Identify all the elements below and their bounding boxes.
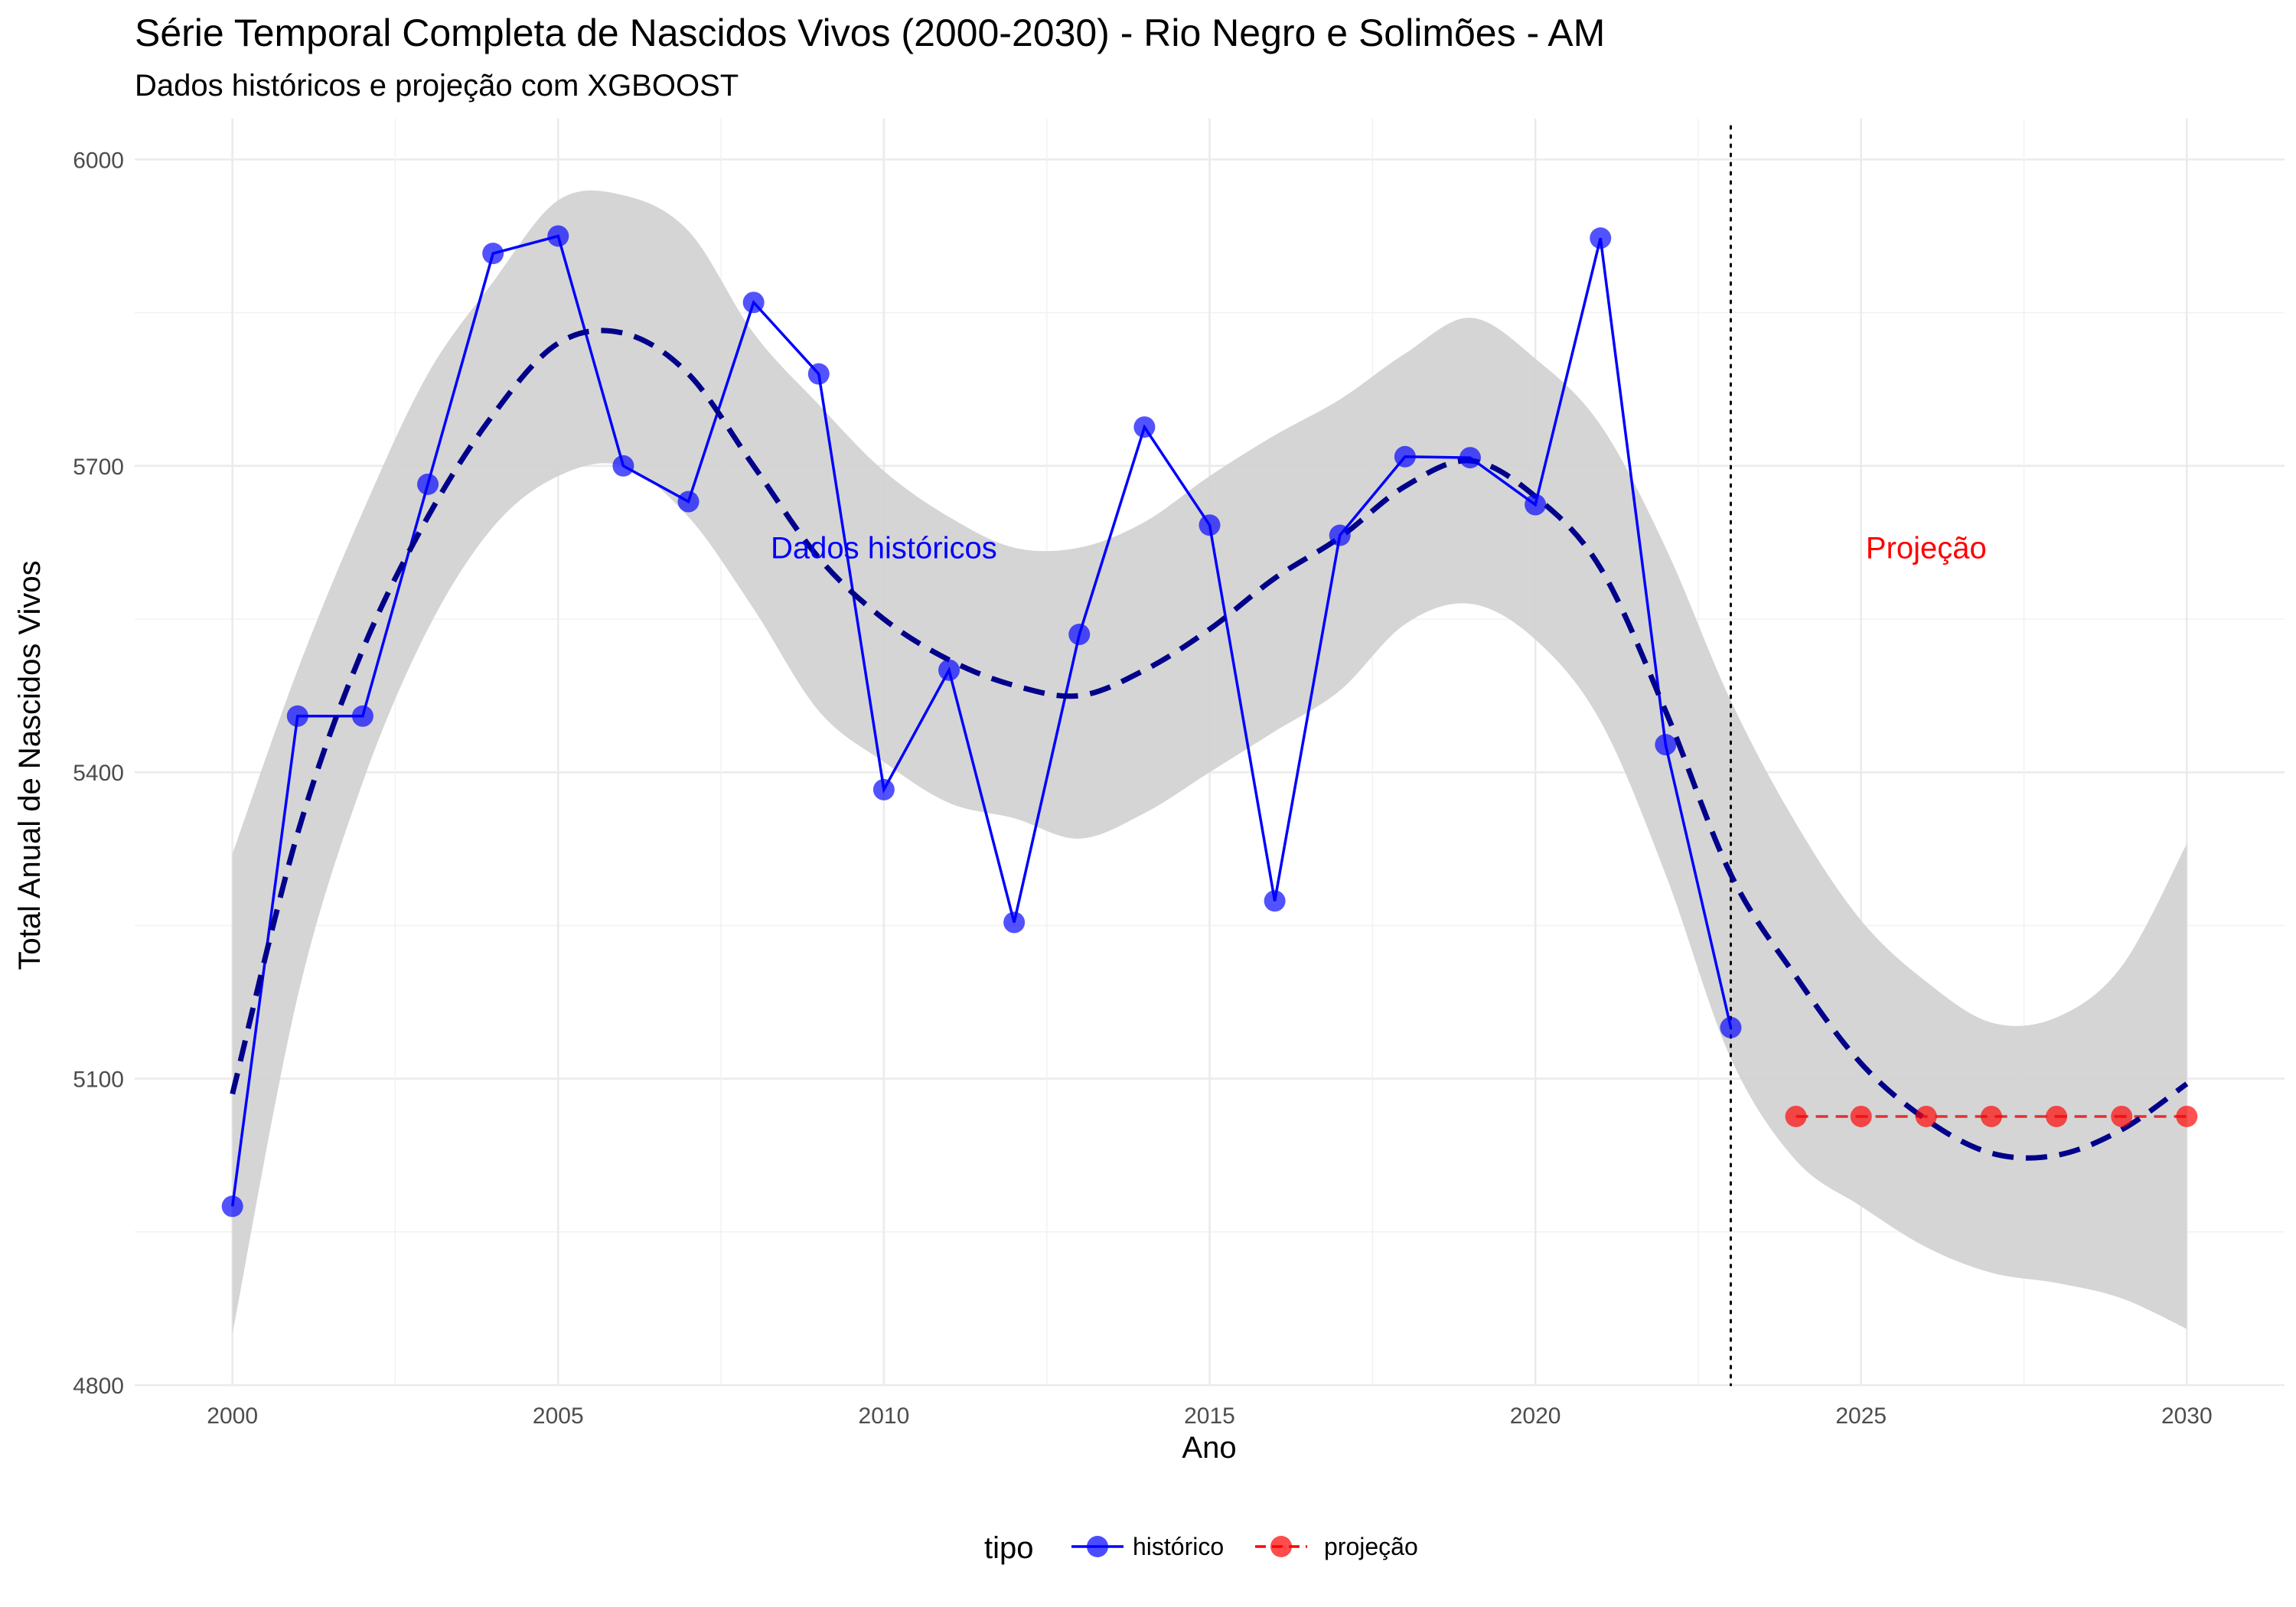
data-point-historico <box>1068 624 1091 646</box>
confidence-band <box>232 190 2187 1335</box>
chart-title: Série Temporal Completa de Nascidos Vivo… <box>135 11 1605 54</box>
data-point-historico <box>1655 734 1677 756</box>
legend-point-historico <box>1087 1536 1108 1557</box>
trend-line <box>230 328 2189 1161</box>
x-tick-label: 2000 <box>207 1403 258 1429</box>
x-tick-label: 2010 <box>859 1403 910 1429</box>
x-axis-ticks: 2000 2005 2010 2015 2020 2025 2030 <box>207 1403 2212 1429</box>
annotations: Dados históricos Projeção <box>771 532 1987 566</box>
y-tick-label: 4800 <box>73 1374 124 1399</box>
data-point-historico <box>482 243 504 265</box>
data-point-historico <box>221 1195 243 1217</box>
data-point-historico <box>872 778 895 800</box>
data-point-historico <box>1003 911 1026 934</box>
data-point-historico <box>351 705 373 727</box>
y-tick-label: 5100 <box>73 1068 124 1093</box>
y-axis-title: Total Anual de Nascidos Vivos <box>13 560 47 970</box>
data-point-projecao <box>1980 1105 2002 1127</box>
data-point-projecao <box>1850 1105 1872 1127</box>
legend: tipo histórico projeção <box>984 1531 1418 1565</box>
x-tick-label: 2005 <box>533 1403 584 1429</box>
legend-title: tipo <box>984 1531 1034 1565</box>
data-point-historico <box>1525 494 1547 516</box>
data-point-projecao <box>1915 1105 1937 1127</box>
legend-point-projecao <box>1270 1536 1292 1557</box>
x-tick-label: 2015 <box>1184 1403 1235 1429</box>
data-point-projecao <box>2176 1105 2198 1127</box>
data-point-historico <box>1133 416 1156 438</box>
x-tick-label: 2020 <box>1510 1403 1561 1429</box>
data-point-historico <box>547 225 569 247</box>
annotation-label: Projeção <box>1866 532 1987 566</box>
series-line-historico <box>230 234 1733 1207</box>
x-axis-title: Ano <box>1182 1431 1236 1465</box>
data-point-historico <box>1199 514 1221 536</box>
data-point-historico <box>807 363 830 385</box>
data-point-historico <box>1394 445 1416 468</box>
data-point-historico <box>612 455 634 477</box>
y-tick-label: 6000 <box>73 148 124 173</box>
data-point-projecao <box>2046 1105 2068 1127</box>
x-tick-label: 2025 <box>1835 1403 1887 1429</box>
y-axis-ticks: 4800 5100 5400 5700 6000 <box>73 148 124 1399</box>
data-point-historico <box>1264 890 1286 912</box>
legend-label-projecao: projeção <box>1324 1533 1418 1560</box>
y-tick-label: 5700 <box>73 455 124 480</box>
x-tick-label: 2030 <box>2161 1403 2213 1429</box>
data-point-projecao <box>1785 1105 1807 1127</box>
data-point-historico <box>1590 227 1612 249</box>
trend-smooth-line <box>230 328 2189 1161</box>
data-point-historico <box>677 491 700 513</box>
data-point-historico <box>1459 447 1481 469</box>
data-point-historico <box>938 659 960 681</box>
series-points <box>221 225 2198 1217</box>
annotation-label: Dados históricos <box>771 532 997 566</box>
chart-subtitle: Dados históricos e projeção com XGBOOST <box>135 69 739 103</box>
data-point-historico <box>417 473 439 495</box>
y-tick-label: 5400 <box>73 761 124 786</box>
data-point-historico <box>1329 524 1351 546</box>
data-point-historico <box>742 292 765 314</box>
data-point-historico <box>286 705 308 727</box>
data-point-historico <box>1720 1016 1742 1038</box>
legend-label-historico: histórico <box>1133 1533 1224 1560</box>
data-point-projecao <box>2111 1105 2133 1127</box>
confidence-band-area <box>232 190 2187 1335</box>
